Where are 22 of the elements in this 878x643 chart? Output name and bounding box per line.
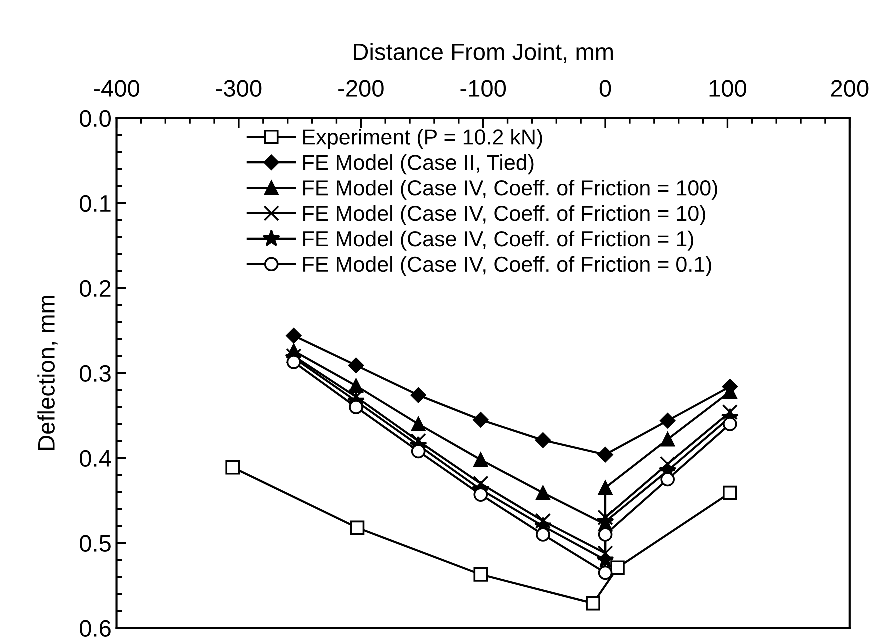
- x-tick-label: 200: [831, 80, 869, 97]
- x-axis-title: Distance From Joint, mm: [354, 43, 613, 64]
- x-tick-label: -400: [94, 80, 140, 97]
- y-tick-label: 0.2: [80, 280, 111, 298]
- x-tick-label: 100: [710, 80, 746, 97]
- y-axis-title: Deflection, mm: [38, 296, 58, 450]
- x-tick-label: -300: [216, 80, 262, 97]
- x-tick-label: 0: [600, 80, 612, 97]
- legend-label: FE Model (Case IV, Coeff. of Friction = 100): [304, 180, 718, 200]
- legend-label: Experiment (P = 10.2 kN): [304, 129, 542, 150]
- y-tick-label: 0.5: [80, 535, 111, 552]
- y-tick-label: 0.6: [80, 620, 111, 637]
- y-tick-label: 0.4: [80, 450, 112, 468]
- x-tick-label: -200: [338, 80, 384, 97]
- y-tick-label: 0.0: [80, 110, 111, 128]
- y-tick-label: 0.3: [80, 365, 111, 382]
- legend-label: FE Model (Case IV, Coeff. of Friction = 10): [304, 205, 706, 226]
- legend-label: FE Model (Case II, Tied): [304, 154, 534, 175]
- legend-label: FE Model (Case IV, Coeff. of Friction = 0.1): [304, 256, 712, 276]
- x-tick-label: -100: [460, 80, 506, 97]
- legend-label: FE Model (Case IV, Coeff. of Friction = 1): [304, 230, 694, 251]
- y-tick-label: 0.1: [80, 195, 111, 212]
